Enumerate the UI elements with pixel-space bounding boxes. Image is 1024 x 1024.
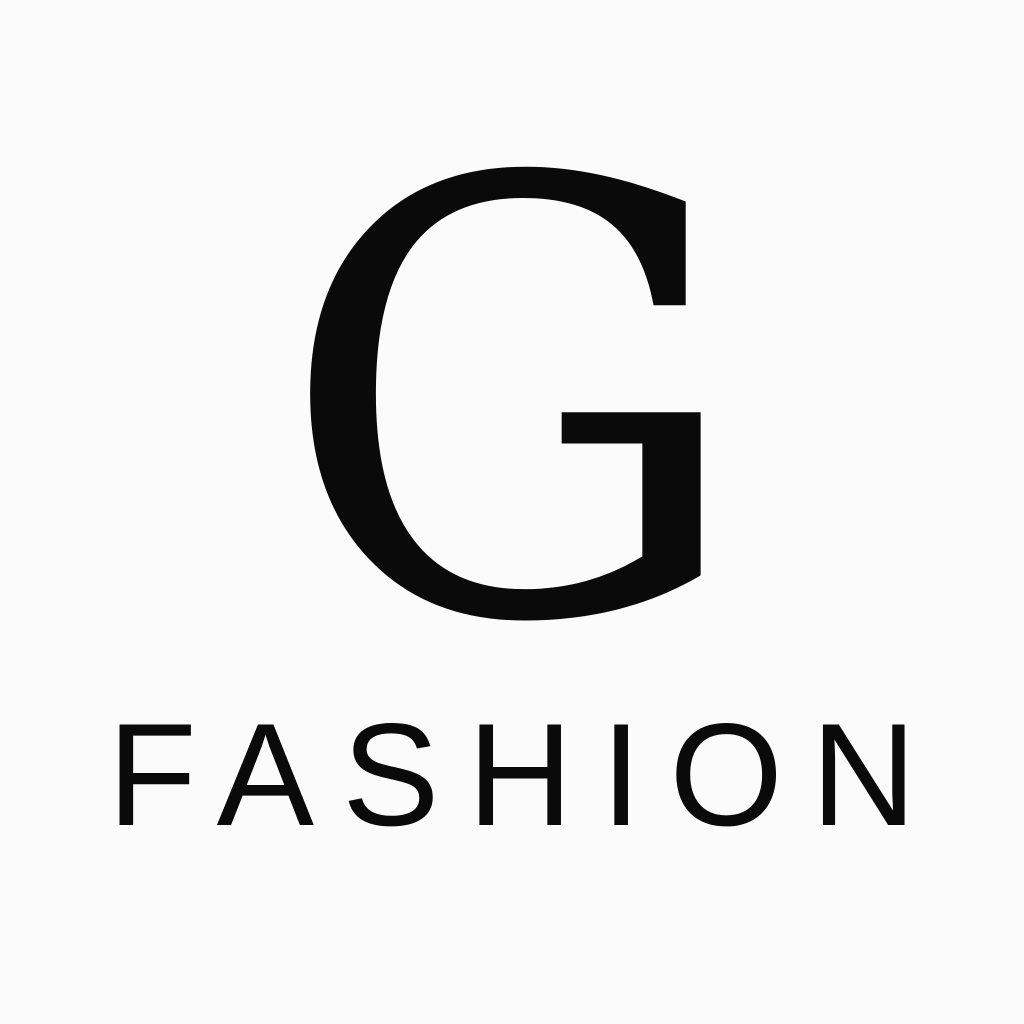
logo-monogram: G	[277, 55, 747, 754]
logo-wordmark: FASHION	[107, 693, 945, 856]
